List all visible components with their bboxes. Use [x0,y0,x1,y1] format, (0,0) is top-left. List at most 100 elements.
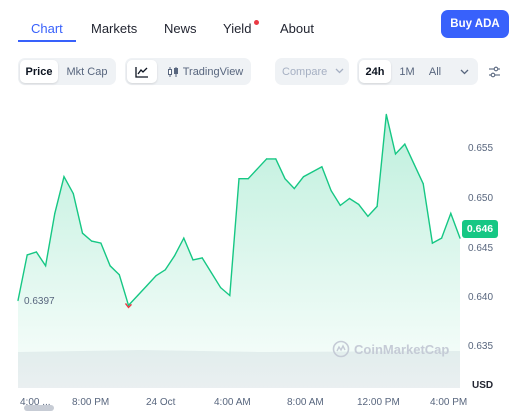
price-point [266,158,268,160]
price-point [431,242,433,244]
price-point [275,158,277,160]
chevron-down-icon [460,69,468,74]
price-point [376,205,378,207]
x-tick-label: 8:00 PM [72,397,110,408]
price-area-fill [18,114,460,389]
price-point [35,251,38,253]
price-point [358,203,360,205]
price-point [210,272,212,274]
price-point [109,265,111,267]
sliders-icon [488,66,500,78]
price-point [220,287,222,289]
line-chart-icon [135,66,148,78]
low-marker [124,302,132,309]
candlestick-icon [167,66,178,77]
price-point [385,113,387,115]
price-point [229,294,231,297]
tradingview-label: TradingView [182,65,244,78]
price-point [155,275,157,277]
mktcap-toggle-button[interactable]: Mkt Cap [66,65,108,78]
y-tick-label: 0.650 [468,193,494,204]
price-point [201,257,203,259]
chevron-down-icon [335,68,344,74]
range-all-button[interactable]: All [428,65,442,78]
price-point [321,166,323,168]
price-point [404,143,406,145]
price-point [422,183,424,185]
x-tick-label: 8:00 AM [287,397,324,408]
y-tick-label: 0.645 [468,243,494,254]
line-chart-button[interactable] [127,60,157,83]
price-point [118,274,120,276]
price-point [238,178,240,180]
price-point [100,242,102,244]
price-point [54,212,56,214]
top-nav: Chart Markets News Yield About Buy ADA [0,0,512,44]
currency-label: USD [472,380,494,391]
x-tick-label: 4:00 PM [430,397,468,408]
y-tick-label: 0.655 [468,143,494,154]
tab-about[interactable]: About [280,21,314,36]
price-point [26,254,28,256]
tab-yield[interactable]: Yield [223,21,252,36]
price-point [339,204,341,206]
price-mktcap-toggle: Price Mkt Cap [18,58,116,85]
price-point [173,255,176,257]
price-point [91,240,93,242]
price-point [164,269,166,271]
price-point [459,237,461,239]
price-point [256,168,258,170]
tab-markets[interactable]: Markets [91,21,138,36]
yield-notification-dot [254,20,259,25]
coinmarketcap-logo-icon [332,340,350,358]
range-more-button[interactable] [453,60,475,83]
price-point [127,304,130,306]
price-point [247,178,249,180]
chart-scrollbar-handle[interactable] [24,405,54,411]
y-tick-label: 0.640 [468,292,494,303]
price-point [146,285,148,287]
price-point [81,232,84,234]
price-point [72,193,74,195]
price-point [137,294,139,297]
open-price-label: 0.6397 [24,296,55,307]
price-points [17,113,461,306]
price-point [293,188,295,190]
compare-dropdown[interactable]: Compare [275,58,349,85]
tradingview-button[interactable]: TradingView [161,60,249,83]
chart-toolbar: Price Mkt Cap TradingView Compare 24h [0,56,512,88]
watermark-text: CoinMarketCap [354,341,450,357]
y-tick-label: 0.635 [468,341,494,352]
price-point [330,190,332,192]
x-tick-label: 24 Oct [146,397,176,408]
price-point [367,215,369,217]
price-point [192,259,194,261]
current-price-badge: 0.646 [462,220,498,238]
tab-chart[interactable]: Chart [31,21,63,36]
buy-ada-button[interactable]: Buy ADA [441,10,509,38]
price-toggle-button[interactable]: Price [20,60,58,83]
coinmarketcap-watermark: CoinMarketCap [332,340,449,358]
tab-news[interactable]: News [164,21,197,36]
price-point [302,176,305,178]
chart-style-toggle: TradingView [125,58,251,85]
price-point [45,265,47,267]
range-24h-button[interactable]: 24h [359,60,391,83]
price-point [441,237,443,239]
price-point [284,178,286,180]
active-tab-underline [18,40,76,42]
price-point [413,163,415,165]
compare-label: Compare [282,65,328,78]
price-point [63,176,65,178]
price-point [348,197,351,200]
price-point [450,212,452,214]
x-tick-label: 12:00 PM [357,397,400,408]
price-chart[interactable] [0,96,512,396]
time-range-selector: 24h 1M All [357,58,478,85]
chart-settings-button[interactable] [484,62,504,82]
x-tick-label: 4:00 AM [214,397,251,408]
price-point [312,171,314,173]
price-point [183,237,185,239]
x-tick-label: 4:00 ... [20,397,51,408]
range-1m-button[interactable]: 1M [399,65,415,78]
